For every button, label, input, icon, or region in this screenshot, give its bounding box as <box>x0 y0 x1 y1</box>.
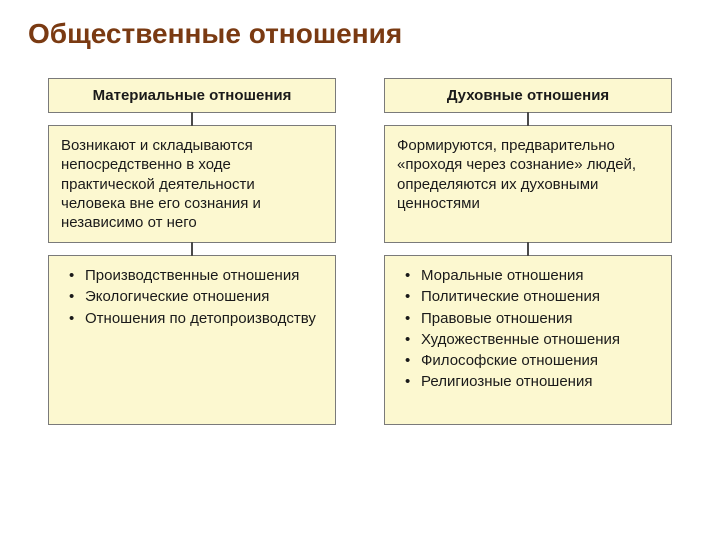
page-title: Общественные отношения <box>28 18 692 50</box>
column-spiritual: Духовные отношения Формируются, предвари… <box>384 78 672 425</box>
column-material: Материальные отношения Возникают и склад… <box>48 78 336 425</box>
connector <box>384 113 672 125</box>
list-item: Экологические отношения <box>63 287 323 306</box>
list-item: Художественные отношения <box>399 330 659 349</box>
column-description: Формируются, предварительно «проходя чер… <box>384 125 672 243</box>
list-item: Философские отношения <box>399 351 659 370</box>
column-list: Моральные отношения Политические отношен… <box>384 255 672 425</box>
list-item: Политические отношения <box>399 287 659 306</box>
list-item: Производственные отношения <box>63 266 323 285</box>
column-header: Духовные отношения <box>384 78 672 113</box>
connector <box>384 243 672 255</box>
list-item: Правовые отношения <box>399 309 659 328</box>
column-header: Материальные отношения <box>48 78 336 113</box>
column-list: Производственные отношения Экологические… <box>48 255 336 425</box>
column-description: Возникают и складываются непосредственно… <box>48 125 336 243</box>
connector <box>48 113 336 125</box>
connector <box>48 243 336 255</box>
diagram-columns: Материальные отношения Возникают и склад… <box>28 78 692 425</box>
list-item: Религиозные отношения <box>399 372 659 391</box>
list-item: Отношения по детопроизводству <box>63 309 323 328</box>
list-item: Моральные отношения <box>399 266 659 285</box>
